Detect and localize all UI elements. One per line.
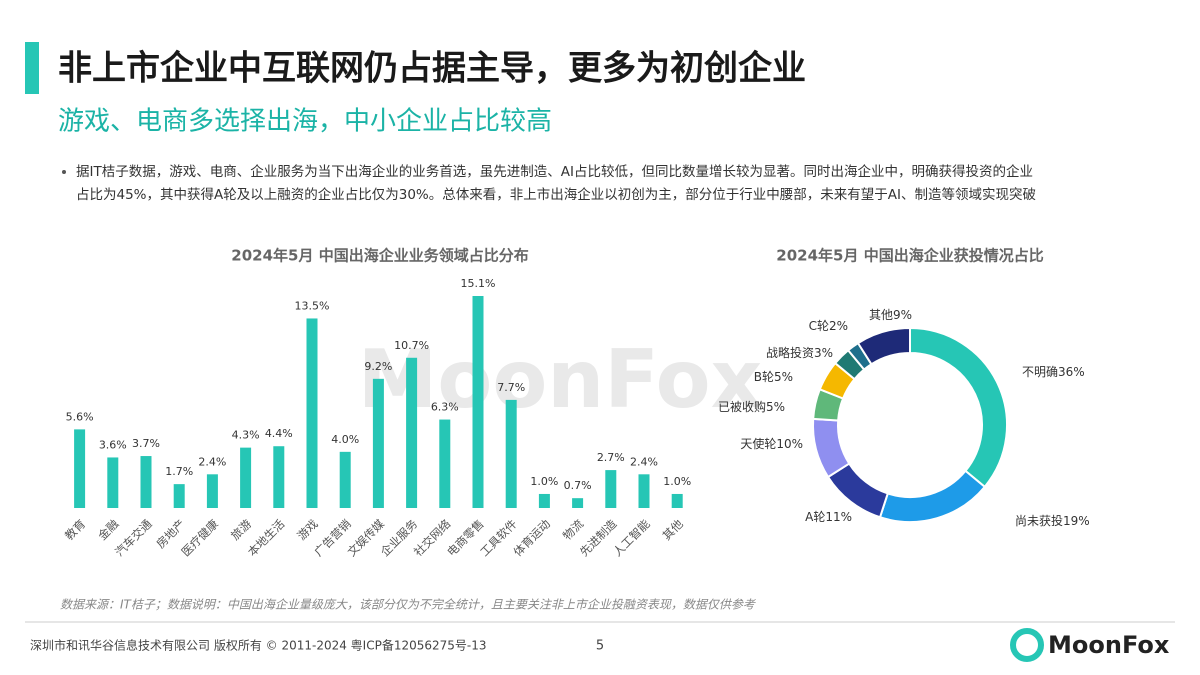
- value-label: 4.0%: [331, 433, 359, 446]
- segment-value: 36%: [1058, 365, 1085, 379]
- bar: [306, 318, 318, 508]
- segment-value: 10%: [776, 437, 803, 451]
- value-label: 5.6%: [66, 410, 94, 423]
- x-tick-label: 医疗健康: [179, 516, 222, 559]
- logo-icon: [1010, 628, 1044, 662]
- bar: [240, 447, 252, 508]
- value-label: 10.7%: [394, 339, 429, 352]
- bar: [140, 456, 152, 508]
- bar: [638, 474, 650, 508]
- value-label: 15.1%: [461, 277, 496, 290]
- value-label: 13.5%: [295, 299, 330, 312]
- segment-value: 2%: [829, 319, 848, 333]
- copyright: 深圳市和讯华谷信息技术有限公司 版权所有 © 2011-2024 粤ICP备12…: [30, 638, 487, 653]
- value-label: 9.2%: [364, 360, 392, 373]
- donut-segment: [878, 469, 987, 523]
- donut-segment: [909, 326, 1008, 489]
- x-tick-label: 游戏: [294, 516, 321, 543]
- bar: [505, 399, 517, 508]
- x-tick-label: 体育运动: [511, 517, 553, 559]
- value-label: 3.6%: [99, 438, 127, 451]
- segment-name: B轮: [754, 370, 774, 384]
- logo-text: MoonFox: [1048, 631, 1170, 659]
- bar: [605, 470, 617, 508]
- segment-name: C轮: [809, 319, 829, 333]
- bar: [671, 493, 683, 508]
- segment-label: 不明确36%: [1022, 365, 1085, 379]
- x-tick-label: 金融: [95, 516, 122, 543]
- segment-name: 其他: [869, 308, 893, 322]
- value-label: 0.7%: [564, 479, 592, 492]
- bar: [206, 474, 218, 508]
- bullet-line: 据IT桔子数据，游戏、电商、企业服务为当下出海企业的业务首选，虽先进制造、AI占…: [76, 163, 1033, 180]
- page-number: 5: [596, 639, 604, 654]
- segment-label: B轮5%: [754, 370, 793, 384]
- bar: [339, 451, 351, 508]
- value-label: 2.4%: [198, 455, 226, 468]
- bar: [472, 296, 484, 508]
- bar: [572, 498, 584, 508]
- bar: [173, 484, 185, 508]
- value-label: 1.0%: [663, 475, 691, 488]
- x-tick-label: 教育: [62, 517, 88, 543]
- segment-label: 尚未获投19%: [1015, 513, 1090, 528]
- segment-label: 战略投资3%: [766, 345, 833, 360]
- x-tick-label: 本地生活: [245, 517, 287, 559]
- bar: [107, 457, 119, 508]
- bar: [74, 429, 86, 508]
- bar: [439, 419, 451, 508]
- segment-value: 9%: [893, 308, 912, 322]
- segment-name: A轮: [805, 510, 825, 524]
- chart-title: 2024年5月 中国出海企业获投情况占比: [776, 247, 1043, 265]
- title: 非上市企业中互联网仍占据主导，更多为初创企业: [58, 49, 806, 89]
- segment-value: 11%: [825, 510, 852, 524]
- value-label: 2.7%: [597, 451, 625, 464]
- segment-value: 3%: [814, 346, 833, 360]
- segment-name: 战略投资: [766, 345, 814, 360]
- value-label: 6.3%: [431, 401, 459, 414]
- segment-label: 天使轮10%: [740, 436, 803, 451]
- value-label: 4.3%: [232, 429, 260, 442]
- value-label: 4.4%: [265, 427, 293, 440]
- segment-value: 5%: [774, 370, 793, 384]
- x-tick-label: 汽车交通: [112, 516, 155, 559]
- bullet-dot: [62, 170, 66, 174]
- value-label: 1.0%: [530, 475, 558, 488]
- x-tick-label: 人工智能: [610, 516, 653, 559]
- value-label: 3.7%: [132, 437, 160, 450]
- bullet-line: 占比为45%，其中获得A轮及以上融资的企业占比仅为30%。总体来看，非上市出海企…: [76, 186, 1036, 203]
- segment-name: 已被收购: [718, 399, 766, 414]
- segment-label: 其他9%: [869, 308, 912, 322]
- value-label: 7.7%: [497, 381, 525, 394]
- segment-value: 19%: [1063, 514, 1090, 528]
- segment-label: C轮2%: [809, 319, 848, 333]
- segment-label: A轮11%: [805, 510, 852, 524]
- bar: [538, 493, 550, 508]
- title-accent: [25, 42, 39, 94]
- segment-name: 尚未获投: [1015, 513, 1063, 528]
- x-tick-label: 其他: [660, 516, 687, 543]
- value-label: 1.7%: [165, 465, 193, 478]
- segment-name: 天使轮: [740, 436, 776, 451]
- subtitle: 游戏、电商多选择出海，中小企业占比较高: [58, 107, 552, 137]
- segment-name: 不明确: [1022, 365, 1058, 379]
- value-label: 2.4%: [630, 455, 658, 468]
- donut-segment: [856, 326, 911, 366]
- segment-value: 5%: [766, 400, 785, 414]
- bar: [273, 446, 285, 508]
- source: 数据来源：IT桔子；数据说明：中国出海企业量级庞大，该部分仅为不完全统计，且主要…: [60, 598, 757, 612]
- watermark: MoonFox: [358, 333, 762, 426]
- segment-label: 已被收购5%: [718, 399, 785, 414]
- x-tick-label: 旅游: [228, 516, 255, 543]
- bar: [406, 357, 418, 508]
- bar: [372, 378, 384, 508]
- chart-title: 2024年5月 中国出海企业业务领域占比分布: [231, 247, 528, 265]
- x-tick-label: 物流: [560, 516, 587, 543]
